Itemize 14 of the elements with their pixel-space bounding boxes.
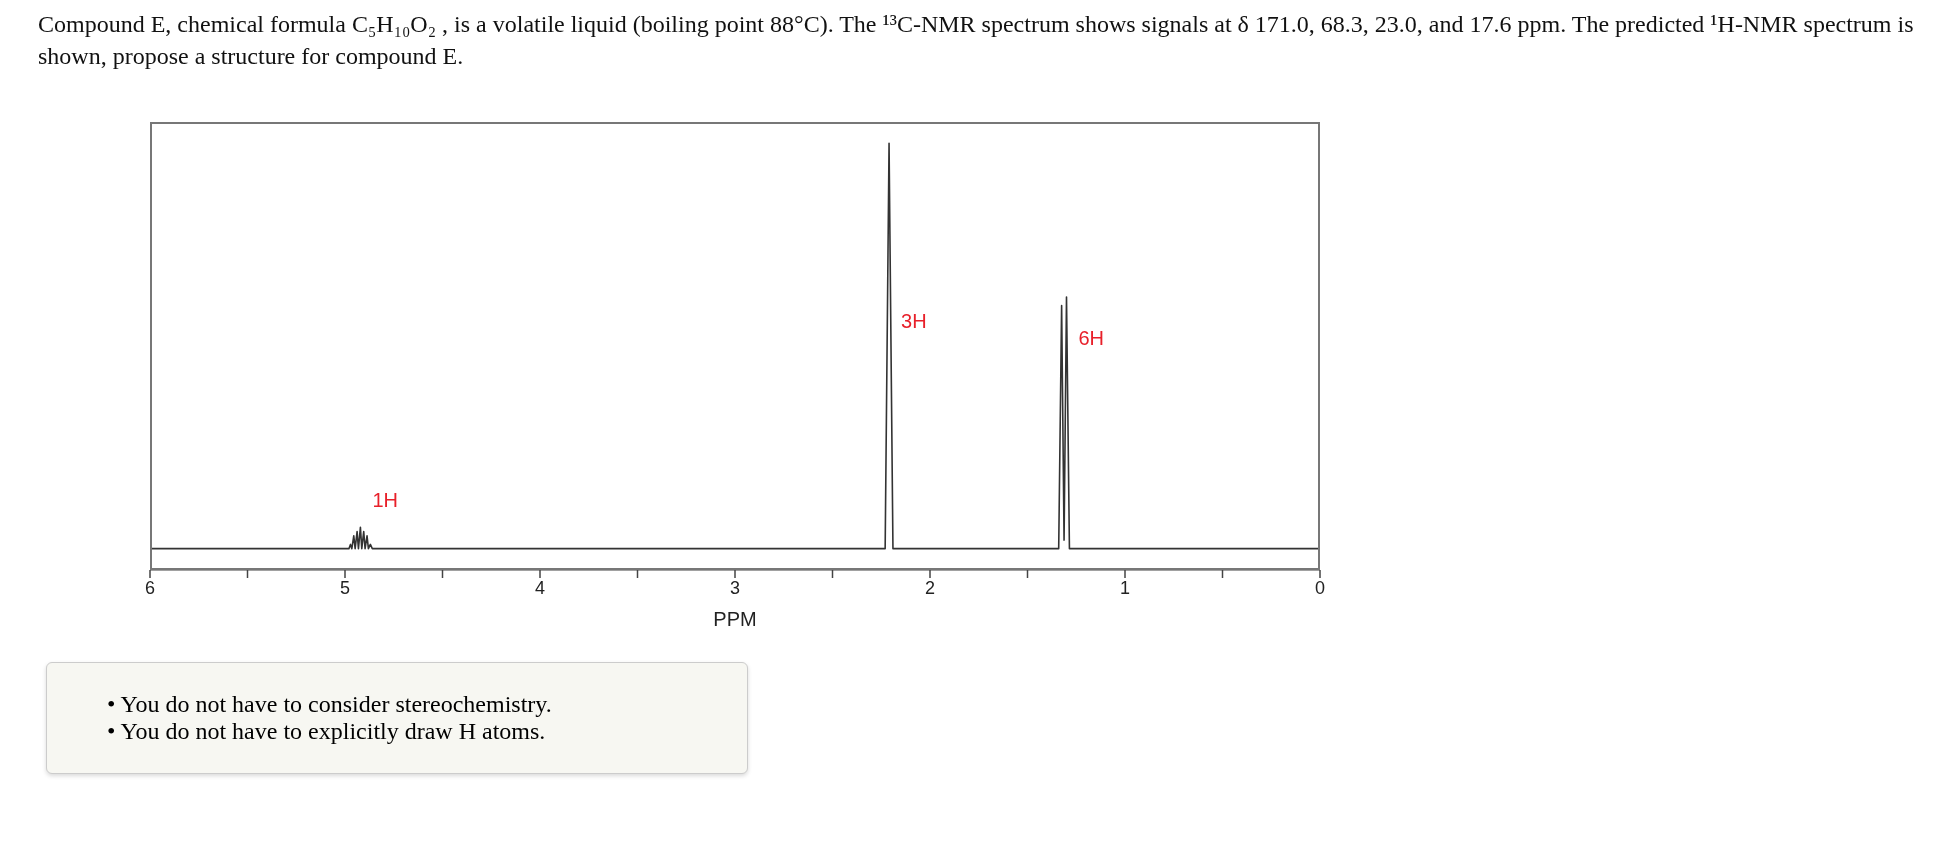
x-tick-label: 1	[1119, 578, 1131, 598]
chart-title: Compound E, chemical formula C₅H₁₀O₂ , is a volatile liquid (boiling point 88°C). The ¹³C-NMR spectrum shows signals at δ 171.0, 68.3, 23.0, and 17.6 ppm. The predicted ¹H-NMR spectrum is shown, propose a structure for compound E.	[38, 10, 1915, 71]
annotation: 6H	[1078, 327, 1105, 350]
x-tick-label: 3	[729, 578, 741, 598]
x-axis-title: PPM	[713, 608, 757, 630]
x-tick-label: 4	[534, 578, 546, 598]
x-tick-label: 6	[144, 578, 156, 598]
annotation: 3H	[901, 310, 927, 333]
annotation: 1H	[372, 489, 398, 512]
x-tick-label: 2	[924, 578, 936, 598]
x-tick-label: 0	[1314, 578, 1326, 598]
text: • You do not have to consider stereochemistry.	[107, 691, 553, 718]
x-tick-label: 5	[339, 578, 351, 598]
text: • You do not have to explicitly draw H atoms.	[107, 718, 547, 745]
